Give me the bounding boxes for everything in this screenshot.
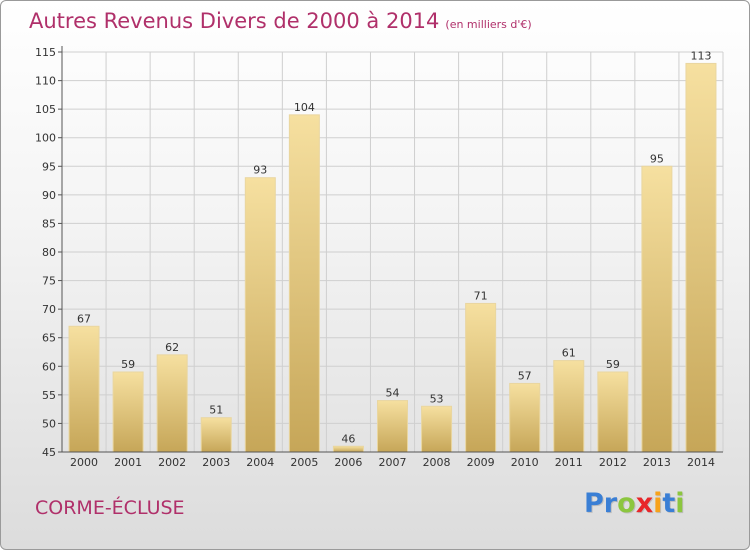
y-tick-label: 45	[42, 446, 56, 459]
bar-value-label: 104	[294, 101, 315, 114]
bar	[553, 360, 585, 453]
logo-letter: t	[662, 488, 676, 519]
x-tick-label: 2009	[467, 456, 495, 469]
y-tick-label: 110	[35, 75, 56, 88]
bar-value-label: 46	[341, 432, 355, 445]
x-tick-label: 2007	[379, 456, 407, 469]
x-tick-label: 2004	[246, 456, 274, 469]
y-tick-label: 75	[42, 275, 56, 288]
x-tick-label: 2008	[423, 456, 451, 469]
bar-value-label: 57	[518, 369, 532, 382]
x-tick-label: 2002	[158, 456, 186, 469]
bar-value-label: 59	[606, 358, 620, 371]
chart-title-unit: (en milliers d'€)	[445, 18, 532, 31]
bar	[597, 371, 629, 453]
bar	[156, 354, 188, 453]
logo-letter: i	[653, 488, 663, 519]
bar-value-label: 93	[253, 164, 267, 177]
y-tick-label: 90	[42, 189, 56, 202]
x-tick-label: 2011	[555, 456, 583, 469]
bar	[641, 165, 673, 453]
x-tick-label: 2005	[290, 456, 318, 469]
y-tick-label: 115	[35, 46, 56, 59]
y-tick-label: 85	[42, 217, 56, 230]
bar	[244, 177, 276, 453]
bar-value-label: 95	[650, 152, 664, 165]
y-tick-label: 100	[35, 132, 56, 145]
proxiti-logo[interactable]: Proxiti	[584, 488, 685, 519]
bar	[465, 302, 497, 453]
bar-value-label: 67	[77, 312, 91, 325]
y-tick-label: 50	[42, 417, 56, 430]
town-name: CORME-ÉCLUSE	[35, 497, 185, 519]
bar	[332, 445, 364, 453]
bar-value-label: 61	[562, 347, 576, 360]
logo-letter: i	[675, 488, 685, 519]
bar-value-label: 53	[430, 392, 444, 405]
y-tick-label: 70	[42, 303, 56, 316]
logo-letter: r	[603, 488, 618, 519]
x-tick-label: 2006	[334, 456, 362, 469]
bar	[377, 400, 408, 453]
bar	[509, 382, 541, 453]
bar-value-label: 113	[690, 49, 711, 62]
x-tick-label: 2010	[511, 456, 539, 469]
bar	[685, 62, 717, 453]
x-tick-label: 2013	[643, 456, 671, 469]
bar	[200, 417, 232, 453]
bar	[288, 114, 320, 453]
axes	[58, 46, 723, 453]
x-tick-label: 2001	[114, 456, 142, 469]
bar	[112, 371, 144, 453]
x-tick-label: 2003	[202, 456, 230, 469]
y-tick-label: 105	[35, 103, 56, 116]
chart-title: Autres Revenus Divers de 2000 à 2014 (en …	[29, 9, 532, 33]
y-tick-label: 95	[42, 160, 56, 173]
bar-value-label: 62	[165, 341, 179, 354]
x-tick-label: 2014	[687, 456, 715, 469]
bar-value-label: 59	[121, 358, 135, 371]
bar-value-label: 71	[474, 289, 488, 302]
y-tick-label: 80	[42, 246, 56, 259]
logo-letter: o	[617, 488, 636, 519]
logo-letter: x	[635, 488, 654, 519]
logo-letter: P	[584, 488, 604, 519]
bars	[68, 62, 717, 453]
y-tick-label: 60	[42, 360, 56, 373]
bar-value-label: 51	[209, 404, 223, 417]
labels: 45 50 55 60 65 70 75 80 85 90 95 100 105 110 115 67 2000…	[35, 46, 715, 469]
bar	[421, 405, 453, 453]
chart-title-text: Autres Revenus Divers de 2000 à 2014	[29, 9, 440, 33]
x-tick-label: 2000	[70, 456, 98, 469]
y-tick-label: 55	[42, 389, 56, 402]
bar	[68, 325, 100, 453]
y-tick-label: 65	[42, 332, 56, 345]
bar-value-label: 54	[386, 387, 400, 400]
x-tick-label: 2012	[599, 456, 627, 469]
